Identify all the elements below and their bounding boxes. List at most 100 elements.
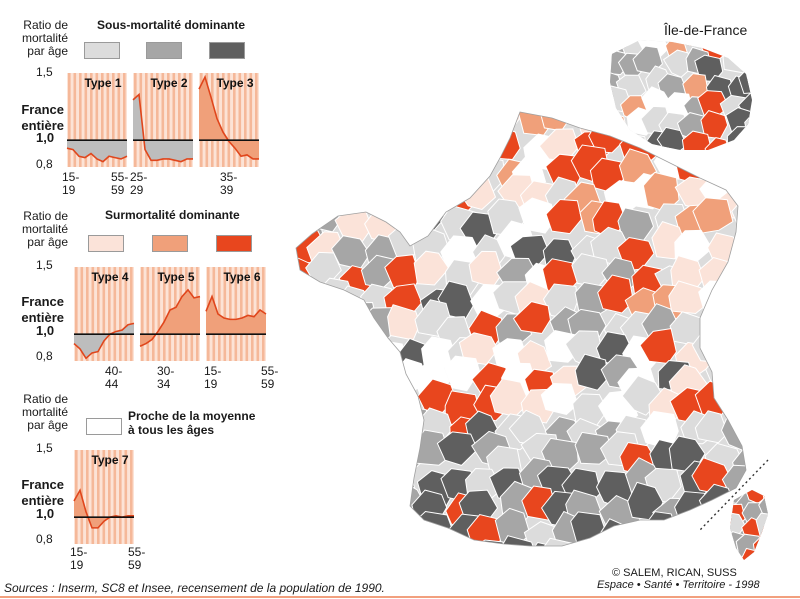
department-area <box>366 339 406 376</box>
department-area <box>383 112 423 136</box>
x-label-55-59-c: 55- 59 <box>128 545 146 572</box>
department-area <box>421 112 459 140</box>
department-area <box>736 130 752 150</box>
department-area <box>363 112 399 134</box>
department-area <box>574 353 609 391</box>
department-area <box>572 549 606 582</box>
department-area <box>724 389 746 425</box>
department-area <box>327 416 366 454</box>
department-area <box>761 330 797 363</box>
department-area <box>335 386 370 424</box>
department-area <box>518 197 557 234</box>
panels-group-1: Type 1 Type 2 Type 3 <box>66 73 259 167</box>
department-area <box>681 130 712 150</box>
department-area <box>300 169 342 209</box>
department-area <box>304 491 342 529</box>
department-area <box>363 152 400 187</box>
publisher: Espace • Santé • Territoire - 1998 <box>597 579 760 591</box>
department-area <box>617 521 657 546</box>
department-area <box>723 339 746 377</box>
france-entiere-label-2: France entière <box>21 294 64 325</box>
department-area <box>447 148 482 184</box>
department-area <box>755 99 790 136</box>
panel-type-1-title: Type 1 <box>84 76 121 90</box>
department-area <box>678 522 718 546</box>
department-area <box>747 186 781 218</box>
corsica <box>730 490 768 560</box>
panel-type-6-title: Type 6 <box>223 270 260 284</box>
department-area <box>379 465 416 506</box>
department-area <box>668 280 707 315</box>
department-area <box>367 383 402 424</box>
department-area <box>296 155 326 190</box>
department-area <box>738 65 752 95</box>
department-area <box>694 410 729 444</box>
france-mainland <box>296 99 797 583</box>
department-area <box>574 431 614 465</box>
department-area <box>754 120 791 155</box>
department-area <box>360 440 399 481</box>
swatch-type-4 <box>88 235 124 252</box>
department-area <box>385 515 426 546</box>
panel-type-2-title: Type 2 <box>150 76 187 90</box>
france-entiere-label-3: France entière <box>21 477 64 508</box>
department-area <box>722 310 746 348</box>
department-area <box>296 446 329 481</box>
department-area <box>367 493 406 529</box>
department-area <box>307 402 346 442</box>
department-area <box>728 288 746 325</box>
ile-de-france-title: Île-de-France <box>664 22 748 38</box>
department-area <box>757 356 797 390</box>
department-area <box>754 539 789 576</box>
y-tick-1-5: 1,5 <box>36 65 53 79</box>
panel-type-6: Type 6 <box>205 267 267 361</box>
department-area <box>590 534 630 546</box>
department-area <box>753 459 789 497</box>
department-area <box>363 549 402 582</box>
department-area <box>700 310 735 348</box>
panel-type-3-line <box>198 74 259 160</box>
panel-type-5-title: Type 5 <box>157 270 194 284</box>
swatch-type-2 <box>146 42 182 59</box>
france-entiere-label-1: France entière <box>21 102 64 133</box>
x-label-35-39: 35- 39 <box>220 170 238 197</box>
heading-surmortalite: Surmortalité dominante <box>105 208 240 222</box>
department-area <box>413 250 450 286</box>
department-area <box>645 534 683 546</box>
department-area <box>759 250 796 286</box>
department-area <box>735 222 746 262</box>
y-tick-0-8: 0,8 <box>36 157 53 171</box>
department-area <box>337 156 377 189</box>
department-area <box>760 235 795 270</box>
bottom-accent-line <box>0 596 800 598</box>
corsica-separator <box>699 459 769 531</box>
panels-group-2: Type 4 Type 5 Type 6 <box>73 267 267 361</box>
panel-type-5-area <box>140 289 200 347</box>
department-area <box>307 198 341 233</box>
x-label-15-19-c: 15- 19 <box>70 545 88 572</box>
panel-type-6-area <box>206 296 266 335</box>
department-area <box>755 512 768 539</box>
department-area <box>326 521 366 546</box>
department-area <box>296 391 320 428</box>
panel-type-2-line <box>132 92 193 163</box>
panel-type-1-line <box>66 147 128 163</box>
department-area <box>339 361 381 404</box>
department-area <box>307 123 344 158</box>
department-area <box>696 513 735 546</box>
department-area <box>296 288 318 324</box>
department-area <box>471 112 509 141</box>
department-area <box>296 112 323 129</box>
department-area <box>311 436 350 471</box>
department-area <box>438 131 476 169</box>
department-area <box>750 312 786 345</box>
department-area <box>721 40 751 54</box>
department-area <box>439 112 474 139</box>
panel-type-7-title: Type 7 <box>91 453 128 467</box>
panel-type-2: Type 2 <box>132 73 193 167</box>
department-area <box>444 548 477 583</box>
department-area <box>407 540 445 546</box>
department-area <box>760 490 768 506</box>
y-tick-1-0-b: 1,0 <box>36 323 55 338</box>
y-tick-1-5-c: 1,5 <box>36 441 53 455</box>
